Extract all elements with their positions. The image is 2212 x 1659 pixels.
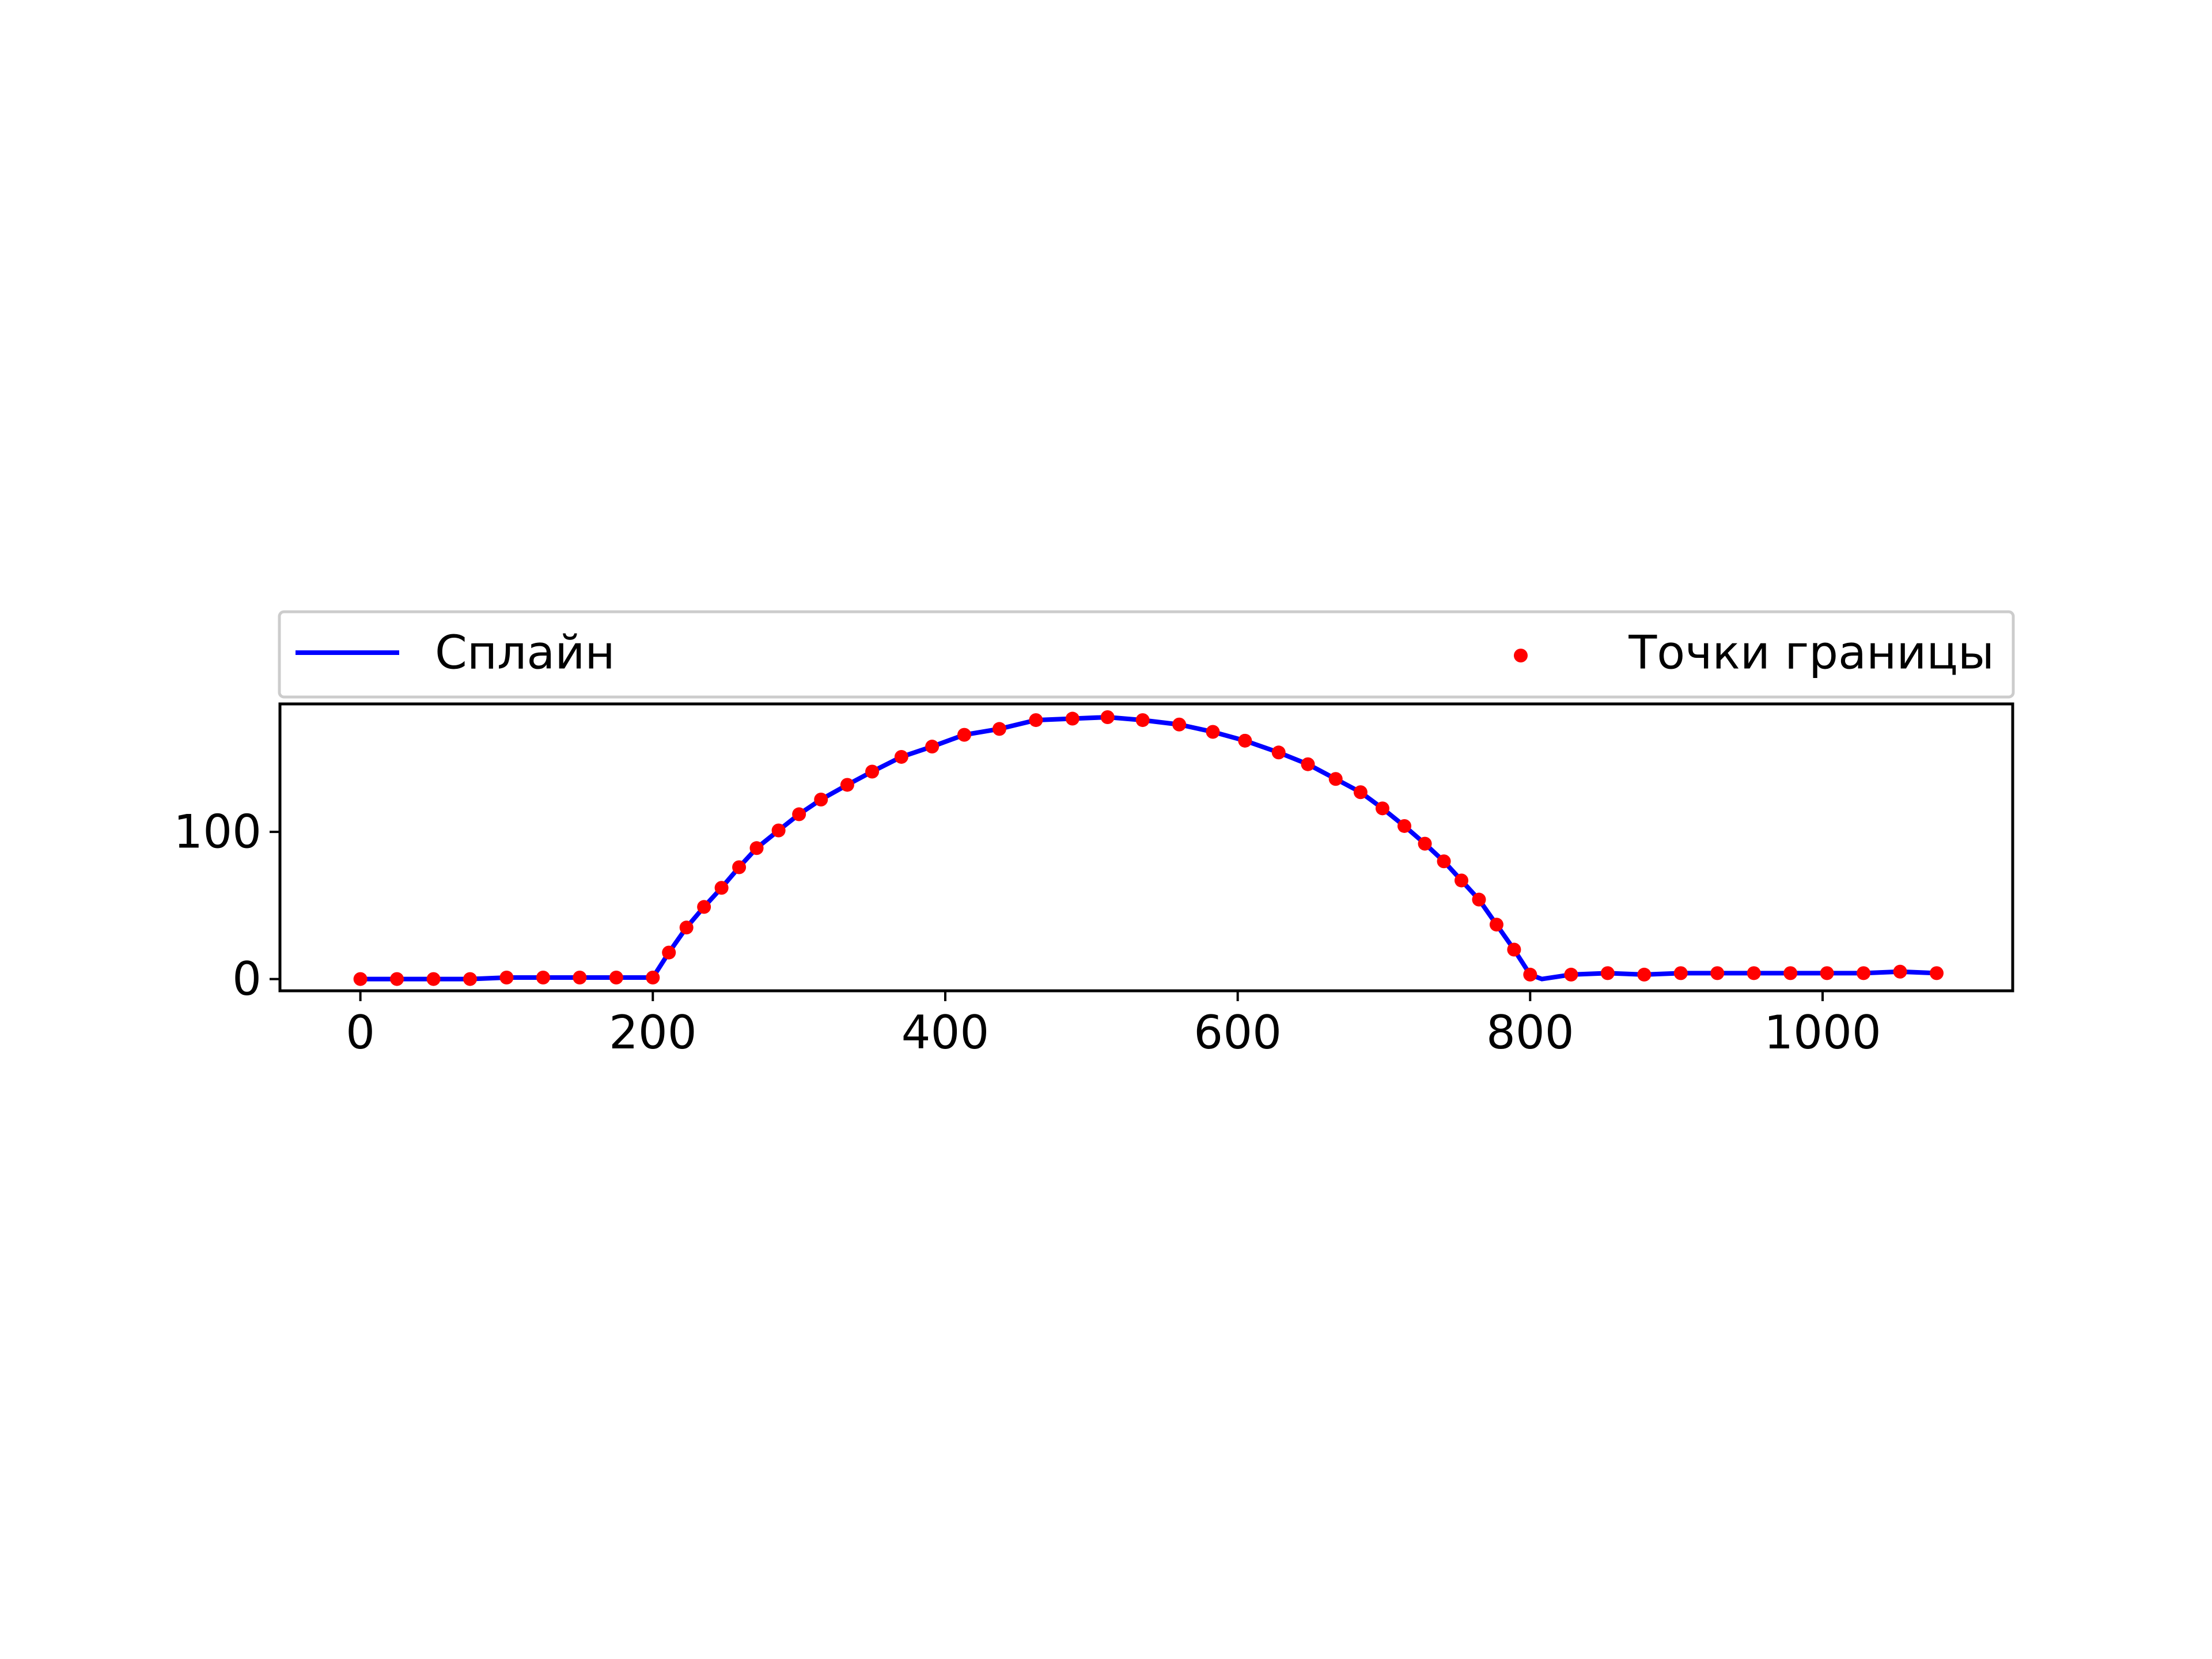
boundary-point (426, 972, 441, 986)
boundary-point (646, 971, 660, 985)
boundary-point (1328, 772, 1343, 786)
boundary-point (1065, 711, 1080, 726)
boundary-point (865, 764, 880, 779)
boundary-point (1029, 713, 1043, 728)
boundary-point (749, 841, 764, 855)
boundary-point (792, 807, 806, 821)
axes-frame (278, 702, 2014, 993)
boundary-point (1418, 836, 1432, 851)
legend-frame (278, 610, 2015, 699)
boundary-point (609, 971, 623, 985)
boundary-point (1600, 966, 1615, 980)
boundary-point (714, 881, 729, 895)
boundary-point (1930, 966, 1944, 980)
boundary-point (992, 722, 1006, 736)
boundary-point (536, 971, 550, 985)
plot-area: 0 200 400 600 800 1000 0 100 (173, 702, 2014, 1059)
boundary-point (732, 860, 747, 874)
boundary-point (1135, 713, 1150, 728)
boundary-point (1271, 745, 1286, 760)
boundary-point (771, 823, 786, 838)
boundary-point (1437, 854, 1451, 869)
boundary-point (679, 921, 694, 935)
y-axis: 0 100 (173, 805, 280, 1006)
x-tick-label: 1000 (1764, 1006, 1881, 1059)
boundary-point (840, 778, 854, 792)
boundary-points (353, 710, 1944, 986)
boundary-point (1564, 967, 1578, 982)
boundary-point (662, 945, 676, 960)
boundary-point (1455, 873, 1469, 888)
boundary-point (390, 972, 404, 986)
boundary-point (1673, 966, 1688, 980)
boundary-point (957, 728, 971, 742)
boundary-point (1397, 819, 1412, 833)
boundary-point (1489, 918, 1503, 932)
x-tick-label: 600 (1194, 1006, 1282, 1059)
x-tick-label: 200 (609, 1006, 697, 1059)
boundary-point (894, 749, 908, 764)
x-tick-label: 0 (346, 1006, 375, 1059)
boundary-point (1301, 757, 1315, 771)
boundary-point (1353, 785, 1368, 800)
boundary-point (1893, 964, 1907, 979)
boundary-point (1238, 733, 1252, 748)
boundary-point (1783, 966, 1798, 980)
boundary-point (1747, 966, 1761, 980)
legend-label-boundary-points: Точки границы (1628, 626, 1994, 680)
boundary-point (1172, 717, 1187, 732)
boundary-point (499, 971, 514, 985)
boundary-point (1820, 966, 1834, 980)
legend: Сплайн Точки границы (278, 610, 2015, 699)
boundary-point (1710, 966, 1725, 980)
boundary-point (1637, 967, 1652, 982)
y-tick-label: 100 (173, 805, 262, 859)
boundary-point (1206, 725, 1220, 739)
boundary-point (573, 971, 587, 985)
boundary-point (1857, 966, 1871, 980)
x-axis: 0 200 400 600 800 1000 (346, 991, 1881, 1059)
y-tick-label: 0 (232, 952, 262, 1006)
x-tick-label: 800 (1486, 1006, 1574, 1059)
boundary-point (463, 972, 477, 986)
boundary-point (1523, 967, 1537, 982)
legend-marker-swatch (1514, 649, 1528, 662)
legend-label-spline: Сплайн (435, 626, 615, 680)
boundary-point (814, 793, 828, 806)
boundary-point (1100, 710, 1115, 724)
boundary-point (353, 972, 368, 986)
boundary-point (1472, 892, 1486, 907)
x-tick-label: 400 (902, 1006, 990, 1059)
boundary-point (925, 740, 940, 754)
boundary-point (1375, 801, 1389, 816)
boundary-point (1507, 942, 1521, 957)
boundary-point (697, 900, 711, 914)
